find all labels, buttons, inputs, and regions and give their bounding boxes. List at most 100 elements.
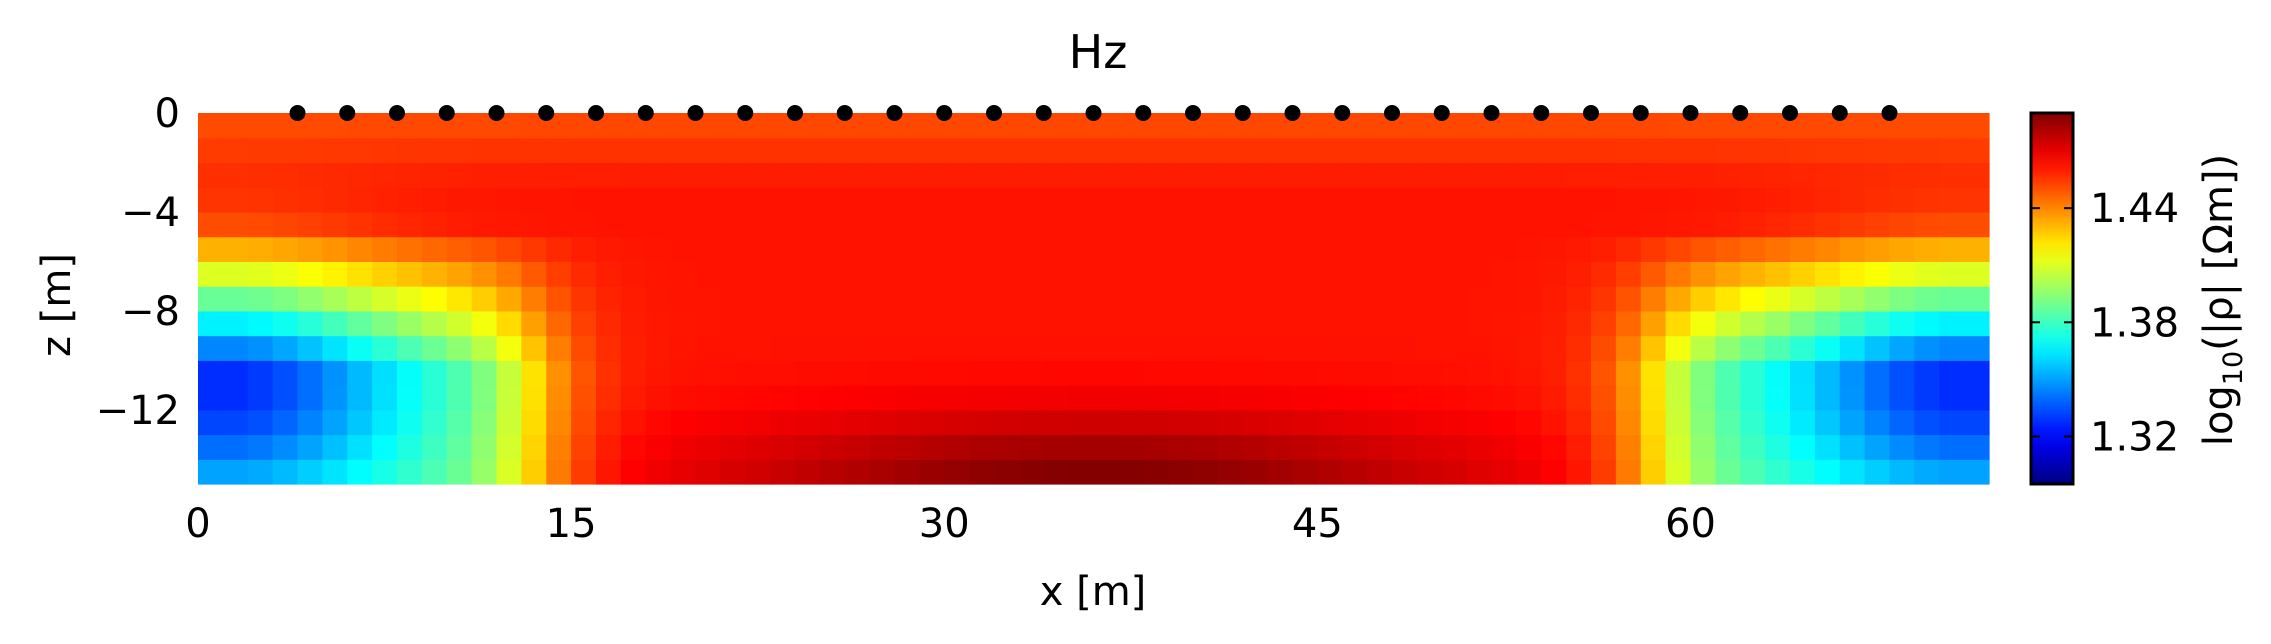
heatmap-cell-638 — [1242, 261, 1269, 287]
heatmap-cell-600 — [1193, 459, 1219, 485]
heatmap-cell-538 — [1068, 137, 1095, 164]
heatmap-cell-487 — [994, 286, 1020, 312]
heatmap-cell-107 — [372, 409, 398, 436]
heatmap-cell-1024 — [1889, 360, 1915, 386]
heatmap-cell-22 — [222, 286, 249, 312]
heatmap-cell-552 — [1093, 162, 1119, 188]
heatmap-cell-672 — [1292, 162, 1318, 188]
heatmap-cell-725 — [1392, 335, 1418, 361]
heatmap-cell-1041 — [1914, 310, 1940, 337]
heatmap-cell-635 — [1242, 335, 1269, 361]
heatmap-cell-782 — [1491, 409, 1517, 436]
colorbar-tick-label-2: 1.44 — [2090, 186, 2179, 232]
heatmap-cell-1014 — [1864, 236, 1891, 262]
heatmap-cell-740 — [1416, 335, 1443, 361]
heatmap-cell-519 — [1043, 236, 1070, 262]
heatmap-cell-898 — [1665, 137, 1692, 164]
receiver-marker-3 — [438, 105, 455, 121]
heatmap-cell-272 — [645, 409, 672, 436]
heatmap-cell-697 — [1342, 286, 1368, 312]
heatmap-cell-589 — [1168, 360, 1194, 386]
heatmap-cell-103 — [347, 137, 373, 164]
heatmap-cell-168 — [471, 385, 498, 411]
heatmap-cell-275 — [645, 335, 672, 361]
heatmap-cell-70 — [297, 211, 323, 238]
heatmap-cell-541 — [1093, 434, 1119, 460]
heatmap-cell-181 — [496, 434, 522, 460]
heatmap-cell-116 — [372, 187, 398, 213]
heatmap-cell-1038 — [1914, 385, 1940, 411]
heatmap-cell-211 — [546, 434, 572, 460]
heatmap-cell-462 — [944, 162, 970, 188]
heatmap-cell-351 — [770, 310, 796, 337]
heatmap-cell-227 — [571, 409, 597, 436]
heatmap-cell-24 — [222, 236, 249, 262]
heatmap-cell-838 — [1566, 137, 1592, 164]
heatmap-cell-111 — [372, 310, 398, 337]
heatmap-cell-847 — [1591, 286, 1617, 312]
heatmap-cell-710 — [1367, 335, 1393, 361]
heatmap-cell-761 — [1441, 187, 1468, 213]
heatmap-cell-208 — [521, 137, 547, 164]
heatmap-cell-909 — [1690, 236, 1716, 262]
heatmap-cell-602 — [1193, 409, 1219, 436]
heatmap-cell-903 — [1690, 385, 1716, 411]
heatmap-cell-675 — [1317, 459, 1343, 485]
heatmap-cell-413 — [869, 261, 896, 287]
heatmap-cell-93 — [347, 385, 373, 411]
heatmap-cell-182 — [496, 409, 522, 436]
heatmap-cell-872 — [1640, 409, 1667, 436]
colorbar-tick-label-0: 1.32 — [2090, 414, 2179, 460]
heatmap-cell-1012 — [1864, 286, 1891, 312]
heatmap-cell-282 — [645, 162, 672, 188]
heatmap-cell-131 — [397, 187, 423, 213]
heatmap-cell-349 — [770, 360, 796, 386]
heatmap-cell-167 — [471, 409, 498, 436]
heatmap-cell-508 — [1018, 137, 1045, 164]
heatmap-cell-331 — [745, 434, 771, 460]
heatmap-cell-252 — [596, 162, 622, 188]
heatmap-cell-437 — [919, 409, 945, 436]
heatmap-cell-375 — [819, 459, 846, 485]
heatmap-cell-1032 — [1889, 162, 1915, 188]
heatmap-cell-273 — [645, 385, 672, 411]
heatmap-cell-964 — [1790, 360, 1816, 386]
heatmap-cell-139 — [421, 360, 448, 386]
colorbar-frame — [2029, 111, 2075, 486]
heatmap-cell-1046 — [1914, 187, 1940, 213]
colorbar-label: log10(|ρ| [Ωm]) — [2196, 154, 2249, 446]
heatmap-cell-550 — [1093, 211, 1119, 238]
heatmap-cell-800 — [1516, 335, 1542, 361]
heatmap-cell-703 — [1342, 137, 1368, 164]
heatmap-cell-851 — [1591, 187, 1617, 213]
heatmap-cell-724 — [1392, 360, 1418, 386]
heatmap-cell-223 — [546, 137, 572, 164]
heatmap-cell-47 — [272, 409, 299, 436]
heatmap-cell-57 — [272, 162, 299, 188]
heatmap-cell-565 — [1118, 211, 1144, 238]
heatmap-cell-1001 — [1839, 187, 1866, 213]
heatmap-cell-216 — [546, 310, 572, 337]
heatmap-cell-50 — [272, 335, 299, 361]
y-tick-label-2: −8 — [121, 289, 180, 335]
heatmap-cell-142 — [421, 286, 448, 312]
heatmap-cell-542 — [1093, 409, 1119, 436]
heatmap-cell-370 — [795, 211, 821, 238]
heatmap-cell-474 — [969, 236, 995, 262]
heatmap-cell-877 — [1640, 286, 1667, 312]
heatmap-cell-537 — [1068, 162, 1095, 188]
heatmap-cell-356 — [770, 187, 796, 213]
heatmap-cell-925 — [1715, 211, 1741, 238]
heatmap-cell-938 — [1740, 261, 1766, 287]
heatmap-cell-412 — [869, 286, 896, 312]
heatmap-cell-312 — [695, 162, 721, 188]
heatmap-cell-662 — [1292, 409, 1318, 436]
heatmap-cell-402 — [844, 162, 871, 188]
heatmap-cell-628 — [1217, 137, 1244, 164]
heatmap-cell-207 — [521, 162, 547, 188]
heatmap-cell-160 — [446, 211, 473, 238]
heatmap-cell-1076 — [1964, 187, 1990, 213]
heatmap-cell-369 — [795, 236, 821, 262]
heatmap-cell-1062 — [1939, 162, 1965, 188]
y-tick-label-3: −12 — [96, 388, 180, 434]
